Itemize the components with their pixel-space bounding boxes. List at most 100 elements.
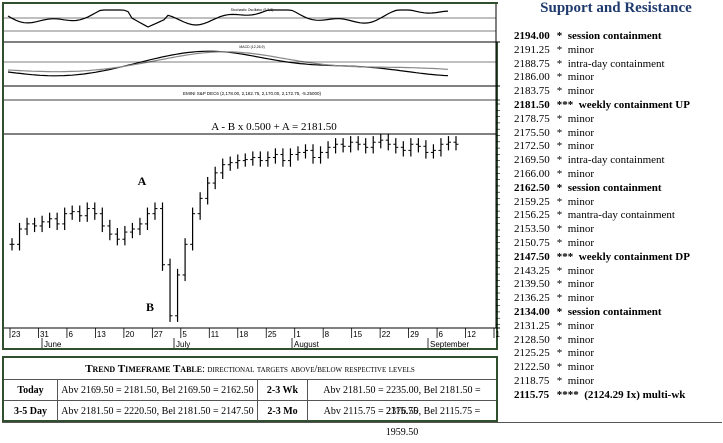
sr-level-value: 2169.50 <box>514 154 550 167</box>
month-label: September <box>430 340 469 349</box>
sr-level-row: 2162.50 * session containment <box>514 182 720 196</box>
date-tick-label: 25 <box>268 330 277 339</box>
sr-level-row: 2153.50 * minor <box>514 223 720 237</box>
sr-level-desc: weekly containment DP <box>578 250 690 263</box>
trend-row-3-5-day: 3-5 Day Abv 2181.50 = 2220.50, Bel 2181.… <box>4 400 496 438</box>
date-tick-label: 11 <box>211 330 220 339</box>
trend-row-today: Today Abv 2169.50 = 2181.50, Bel 2169.50… <box>4 379 496 417</box>
trend-timeframe-table: Trend Timeframe Table: directional targe… <box>2 356 498 438</box>
trend-period: 3-5 Day <box>4 400 58 421</box>
sr-level-value: 2134.00 <box>514 305 550 318</box>
sr-level-desc: intra-day containment <box>567 57 665 70</box>
date-tick-label: 8 <box>325 330 330 339</box>
sr-level-stars: * <box>554 361 568 374</box>
sr-level-stars: * <box>554 43 568 56</box>
sr-level-desc: minor <box>567 112 595 125</box>
sr-level-desc: session containment <box>567 30 662 42</box>
sr-level-desc: minor <box>567 333 595 346</box>
sr-level-stars: * <box>554 126 568 139</box>
indicator1-pane <box>4 4 500 42</box>
sr-level-stars: * <box>554 167 568 180</box>
sr-level-stars: * <box>554 30 568 42</box>
sr-level-stars: * <box>554 85 568 98</box>
sr-level-desc: mantra-day containment <box>567 209 675 222</box>
month-label: July <box>176 340 190 349</box>
date-tick-label: 15 <box>353 330 362 339</box>
sr-level-stars: **** <box>554 388 585 401</box>
sr-level-value: 2125.25 <box>514 347 550 360</box>
sr-level-stars: * <box>554 292 568 305</box>
sr-level-row: 2188.75 * intra-day containment <box>514 58 720 72</box>
sr-level-row: 2191.25 * minor <box>514 44 720 58</box>
sr-level-desc: minor <box>567 236 595 249</box>
sr-level-stars: *** <box>554 98 579 111</box>
date-tick-label: 1 <box>296 330 301 339</box>
sr-level-value: 2153.50 <box>514 223 550 236</box>
sr-level-stars: * <box>554 278 568 291</box>
sr-level-stars: * <box>554 57 568 70</box>
sr-level-stars: * <box>554 140 568 153</box>
month-label: June <box>44 340 62 349</box>
sr-level-desc: session containment <box>567 181 662 194</box>
sr-level-value: 2115.75 <box>514 388 550 401</box>
sr-level-value: 2172.50 <box>514 140 550 153</box>
sr-level-row: 2143.25 * minor <box>514 265 720 279</box>
sr-level-stars: * <box>554 195 568 208</box>
sr-level-stars: * <box>554 374 568 387</box>
sr-level-row: 2125.25 * minor <box>514 347 720 361</box>
sr-level-desc: minor <box>567 43 595 56</box>
sr-level-value: 2118.75 <box>514 374 550 387</box>
sr-level-value: 2166.00 <box>514 167 550 180</box>
date-tick-label: 6 <box>68 330 73 339</box>
point-b-label: B <box>146 300 154 314</box>
sr-level-stars: * <box>554 347 568 360</box>
date-tick-label: 6 <box>439 330 444 339</box>
sr-level-desc: weekly containment UP <box>578 98 690 111</box>
sr-level-desc: minor <box>567 347 595 360</box>
trend-table-title: Trend Timeframe Table: directional targe… <box>4 360 496 378</box>
sr-level-value: 2178.75 <box>514 112 550 125</box>
sr-level-row: 2131.25 * minor <box>514 320 720 334</box>
sr-level-row: 2134.00 * session containment <box>514 306 720 320</box>
sr-level-row: 2194.00 * session containment <box>514 30 720 44</box>
sr-level-value: 2147.50 <box>514 250 550 263</box>
sr-level-value: 2128.50 <box>514 333 550 346</box>
trend-table-title-bold: Trend Timeframe Table <box>85 363 203 375</box>
sr-level-row: 2122.50 * minor <box>514 361 720 375</box>
sr-level-row: 2115.75 **** (2124.29 Ix) multi-wk <box>514 389 720 403</box>
date-tick-label: 5 <box>182 330 187 339</box>
sr-level-value: 2150.75 <box>514 236 550 249</box>
sr-level-desc: minor <box>567 361 595 374</box>
date-tick-label: 12 <box>467 330 476 339</box>
sr-level-stars: * <box>554 333 568 346</box>
sr-level-desc: minor <box>567 292 595 305</box>
sr-level-row: 2118.75 * minor <box>514 375 720 389</box>
month-label: August <box>294 340 320 349</box>
sr-level-value: 2136.25 <box>514 292 550 305</box>
sr-level-value: 2186.00 <box>514 71 550 84</box>
sr-level-row: 2172.50 * minor <box>514 140 720 154</box>
sr-level-stars: * <box>554 112 568 125</box>
sr-level-value: 2159.25 <box>514 195 550 208</box>
sr-level-row: 2139.50 * minor <box>514 278 720 292</box>
sr-level-stars: * <box>554 264 568 277</box>
sr-level-row: 2178.75 * minor <box>514 113 720 127</box>
sr-level-row: 2169.50 * intra-day containment <box>514 154 720 168</box>
sr-level-value: 2156.25 <box>514 209 550 222</box>
trend-period2: 2-3 Mo <box>258 400 308 421</box>
sr-level-stars: * <box>554 71 568 84</box>
macd-signal-line <box>7 51 449 73</box>
trend-period: Today <box>4 379 58 400</box>
date-tick-label: 18 <box>239 330 248 339</box>
sr-level-value: 2122.50 <box>514 361 550 374</box>
sr-level-desc: minor <box>567 195 595 208</box>
price-chart: Stochastic Oscillator (5,3,3) MACD (12,2… <box>4 4 500 349</box>
point-a-label: A <box>138 174 147 188</box>
sr-level-row: 2147.50 *** weekly containment DP <box>514 251 720 265</box>
chart-panel: Stochastic Oscillator (5,3,3) MACD (12,2… <box>2 2 500 350</box>
sr-level-desc: minor <box>567 374 595 387</box>
sr-level-stars: * <box>554 223 568 236</box>
sr-level-value: 2191.25 <box>514 43 550 56</box>
sr-level-row: 2150.75 * minor <box>514 237 720 251</box>
oscillator-line <box>7 9 449 28</box>
